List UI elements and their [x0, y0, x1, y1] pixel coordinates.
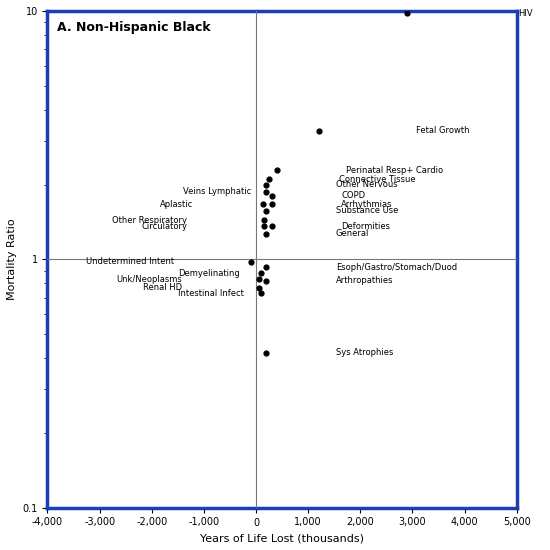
Text: Esoph/Gastro/Stomach/Duod: Esoph/Gastro/Stomach/Duod — [336, 263, 457, 272]
Text: General: General — [336, 229, 369, 238]
Point — [272, 166, 281, 175]
Text: Substance Use: Substance Use — [336, 206, 398, 215]
Text: HIV: HIV — [519, 9, 533, 18]
Point — [257, 289, 266, 298]
Point — [254, 283, 263, 292]
Text: Perinatal Resp+ Cardio: Perinatal Resp+ Cardio — [346, 166, 443, 175]
Text: Sys Atrophies: Sys Atrophies — [336, 349, 393, 358]
Text: Other Nervous: Other Nervous — [336, 180, 398, 189]
Text: Arthropathies: Arthropathies — [336, 276, 393, 285]
Text: COPD: COPD — [341, 191, 365, 200]
Point — [265, 175, 273, 184]
Point — [260, 222, 268, 230]
Point — [258, 200, 267, 208]
Point — [262, 263, 271, 272]
Text: A. Non-Hispanic Black: A. Non-Hispanic Black — [57, 21, 211, 34]
Text: Aplastic: Aplastic — [160, 200, 194, 208]
Point — [267, 191, 276, 200]
Text: Unk/Neoplasms: Unk/Neoplasms — [117, 275, 182, 284]
Point — [403, 9, 411, 18]
Text: Arrhythmias: Arrhythmias — [341, 200, 393, 208]
Point — [267, 200, 276, 208]
Text: Fetal Growth: Fetal Growth — [416, 126, 469, 135]
Point — [260, 216, 268, 224]
Text: Deformities: Deformities — [341, 222, 390, 230]
Point — [262, 206, 271, 215]
Point — [262, 229, 271, 238]
Point — [262, 180, 271, 189]
Text: Intestinal Infect: Intestinal Infect — [178, 289, 244, 298]
Text: Circulatory: Circulatory — [141, 222, 188, 230]
Point — [262, 276, 271, 285]
Point — [267, 222, 276, 230]
Text: Connective Tissue: Connective Tissue — [339, 175, 415, 184]
Text: Renal HD: Renal HD — [143, 283, 182, 292]
Text: Veins Lymphatic: Veins Lymphatic — [183, 188, 251, 196]
Point — [262, 188, 271, 196]
Point — [254, 275, 263, 284]
Text: Undetermined Intent: Undetermined Intent — [86, 257, 174, 266]
Text: Other Respiratory: Other Respiratory — [113, 216, 188, 224]
Point — [262, 349, 271, 358]
Point — [246, 257, 255, 266]
Point — [257, 269, 266, 278]
X-axis label: Years of Life Lost (thousands): Years of Life Lost (thousands) — [200, 533, 364, 543]
Y-axis label: Mortality Ratio: Mortality Ratio — [7, 218, 17, 300]
Point — [314, 126, 323, 135]
Text: Demyelinating: Demyelinating — [178, 268, 240, 278]
